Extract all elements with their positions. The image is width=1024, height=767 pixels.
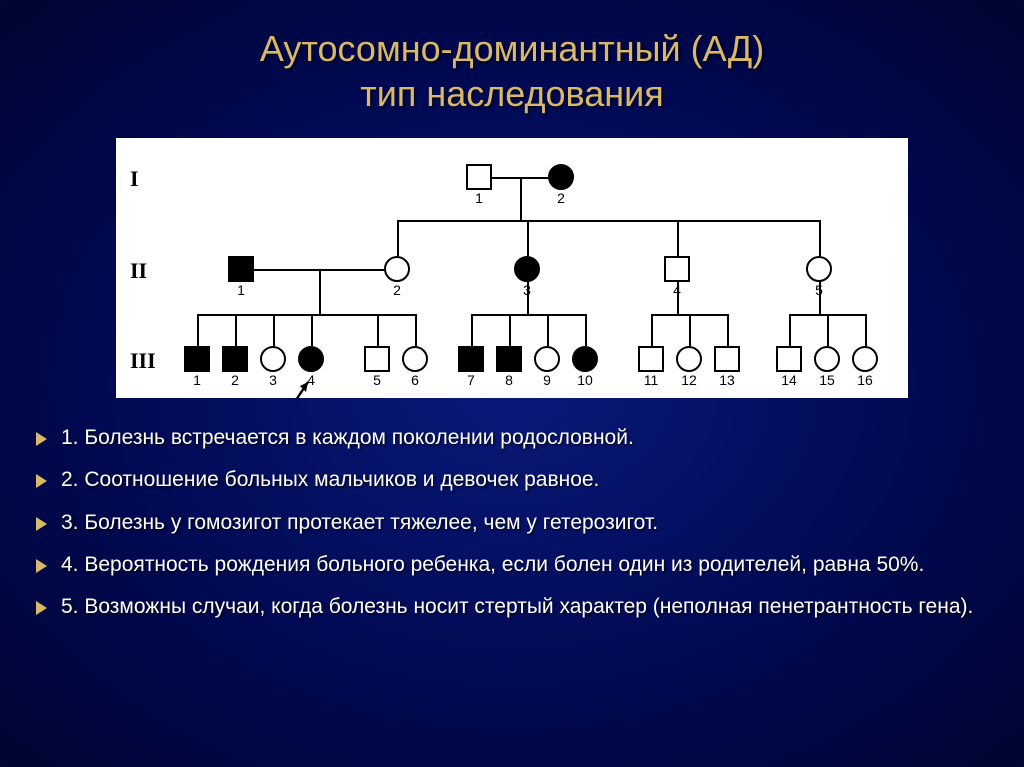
generation-label: II	[130, 258, 147, 284]
pedigree-line	[819, 220, 821, 256]
individual-number: 1	[184, 372, 210, 388]
individual-number: 2	[222, 372, 248, 388]
title-line1: Аутосомно-доминантный (АД)	[260, 28, 764, 69]
individual-number: 3	[514, 282, 540, 298]
title-line2: тип наследования	[360, 73, 664, 114]
individual-number: 5	[806, 282, 832, 298]
slide-title: Аутосомно-доминантный (АД) тип наследова…	[0, 0, 1024, 116]
individual-number: 15	[814, 372, 840, 388]
pedigree-line	[689, 314, 691, 346]
pedigree-male-affected	[496, 346, 522, 372]
bullet-text: 3. Болезнь у гомозигот протекает тяжелее…	[61, 509, 658, 537]
bullet-text: 1. Болезнь встречается в каждом поколени…	[61, 424, 634, 452]
pedigree-line	[471, 314, 585, 316]
pedigree-female	[260, 346, 286, 372]
pedigree-line	[311, 314, 313, 346]
generation-label: III	[130, 348, 156, 374]
individual-number: 6	[402, 372, 428, 388]
individual-number: 1	[228, 282, 254, 298]
pedigree-female-affected	[572, 346, 598, 372]
bullet-triangle-icon	[36, 601, 47, 615]
individual-number: 11	[638, 372, 664, 388]
pedigree-male	[466, 164, 492, 190]
bullet-item: 1. Болезнь встречается в каждом поколени…	[36, 424, 988, 452]
pedigree-line	[471, 314, 473, 346]
pedigree-line	[527, 220, 529, 256]
individual-number: 2	[548, 190, 574, 206]
pedigree-female	[806, 256, 832, 282]
pedigree-line	[677, 220, 679, 256]
bullet-item: 5. Возможны случаи, когда болезнь носит …	[36, 593, 988, 621]
individual-number: 1	[466, 190, 492, 206]
bullet-item: 3. Болезнь у гомозигот протекает тяжелее…	[36, 509, 988, 537]
pedigree-line	[520, 177, 522, 220]
pedigree-line	[197, 314, 311, 316]
pedigree-male	[714, 346, 740, 372]
pedigree-female	[814, 346, 840, 372]
pedigree-female-affected	[548, 164, 574, 190]
pedigree-line	[509, 314, 511, 346]
pedigree-line	[397, 220, 399, 256]
pedigree-male-affected	[184, 346, 210, 372]
pedigree-female-affected	[298, 346, 324, 372]
bullet-triangle-icon	[36, 474, 47, 488]
individual-number: 5	[364, 372, 390, 388]
pedigree-line	[865, 314, 867, 346]
pedigree-male	[664, 256, 690, 282]
pedigree-line	[311, 314, 415, 316]
bullet-item: 4. Вероятность рождения больного ребенка…	[36, 551, 988, 579]
individual-number: 7	[458, 372, 484, 388]
pedigree-line	[319, 269, 321, 314]
individual-number: 16	[852, 372, 878, 388]
bullet-list: 1. Болезнь встречается в каждом поколени…	[36, 424, 988, 622]
pedigree-line	[397, 220, 819, 222]
bullet-triangle-icon	[36, 432, 47, 446]
pedigree-female	[402, 346, 428, 372]
individual-number: 8	[496, 372, 522, 388]
pedigree-line	[585, 314, 587, 346]
pedigree-line	[197, 314, 199, 346]
pedigree-male	[638, 346, 664, 372]
pedigree-line	[789, 314, 791, 346]
individual-number: 9	[534, 372, 560, 388]
pedigree-female	[534, 346, 560, 372]
pedigree-male-affected	[228, 256, 254, 282]
pedigree-line	[235, 314, 237, 346]
pedigree-chart: I12II12345III12345678910111213141516	[116, 138, 908, 398]
pedigree-male	[776, 346, 802, 372]
pedigree-female	[852, 346, 878, 372]
bullet-text: 4. Вероятность рождения больного ребенка…	[61, 551, 924, 579]
pedigree-female	[676, 346, 702, 372]
bullet-triangle-icon	[36, 517, 47, 531]
pedigree-line	[651, 314, 653, 346]
bullet-text: 5. Возможны случаи, когда болезнь носит …	[61, 593, 973, 621]
pedigree-male	[364, 346, 390, 372]
pedigree-line	[547, 314, 549, 346]
pedigree-male-affected	[458, 346, 484, 372]
individual-number: 2	[384, 282, 410, 298]
generation-label: I	[130, 166, 139, 192]
pedigree-line	[827, 314, 829, 346]
individual-number: 4	[664, 282, 690, 298]
pedigree-line	[273, 314, 275, 346]
individual-number: 3	[260, 372, 286, 388]
bullet-text: 2. Соотношение больных мальчиков и девоч…	[61, 466, 599, 494]
individual-number: 14	[776, 372, 802, 388]
individual-number: 13	[714, 372, 740, 388]
pedigree-line	[415, 314, 417, 346]
pedigree-male-affected	[222, 346, 248, 372]
individual-number: 10	[572, 372, 598, 388]
pedigree-female	[384, 256, 410, 282]
bullet-item: 2. Соотношение больных мальчиков и девоч…	[36, 466, 988, 494]
proband-arrow-icon	[292, 376, 316, 407]
bullet-triangle-icon	[36, 559, 47, 573]
pedigree-female-affected	[514, 256, 540, 282]
pedigree-line	[727, 314, 729, 346]
individual-number: 12	[676, 372, 702, 388]
pedigree-line	[377, 314, 379, 346]
